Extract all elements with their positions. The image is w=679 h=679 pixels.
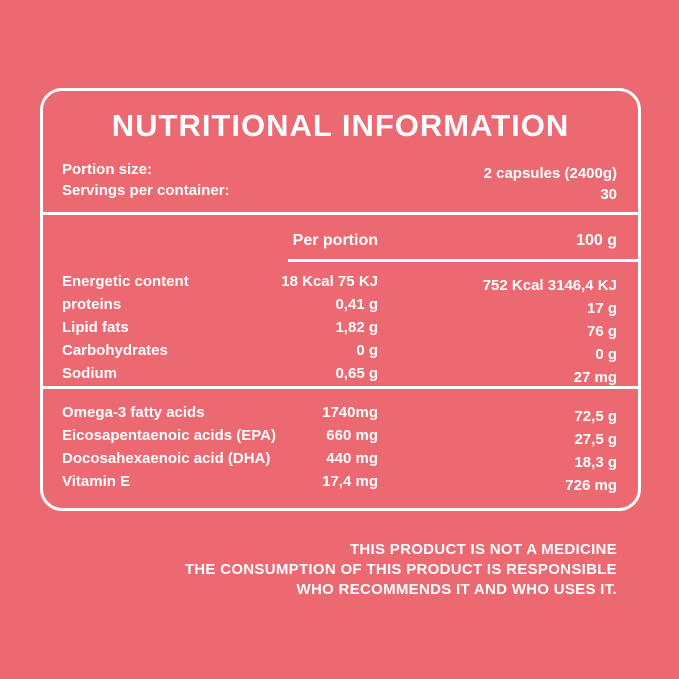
row-per-portion-value: 17,4 mg [322, 473, 378, 490]
nutrition-panel: NUTRITIONAL INFORMATION Portion size: Se… [40, 88, 641, 511]
row-per-100g-value: 27,5 g [574, 431, 617, 448]
row-label: proteins [62, 296, 122, 313]
table-row: Docosahexaenoic acid (DHA) 440 mg 18,3 g [43, 447, 638, 471]
row-per-100g-value: 726 mg [565, 477, 617, 494]
table-header-row: Per portion 100 g [43, 231, 638, 251]
row-per-portion-value: 18 Kcal 75 KJ [281, 273, 378, 290]
row-per-portion-value: 440 mg [326, 450, 378, 467]
row-per-portion-value: 0,41 g [335, 296, 378, 313]
row-per-portion-value: 0,65 g [335, 365, 378, 382]
portion-block: Portion size: Servings per container: 2 … [43, 159, 638, 203]
row-label: Vitamin E [62, 473, 131, 490]
row-label: Sodium [62, 365, 117, 382]
portion-size-value: 2 capsules (2400g) [483, 165, 617, 182]
row-per-100g-value: 17 g [586, 300, 617, 317]
disclaimer-line: WHO RECOMMENDS IT AND WHO USES IT. [296, 581, 617, 598]
portion-labels: Portion size: Servings per container: [62, 159, 230, 201]
row-per-portion-value: 660 mg [326, 427, 378, 444]
row-per-100g-value: 0 g [595, 346, 617, 363]
table-row: Carbohydrates 0 g 0 g [43, 339, 638, 363]
row-label: Energetic content [62, 273, 189, 290]
row-label: Carbohydrates [62, 342, 168, 359]
servings-per-container-value: 30 [600, 186, 617, 203]
header-underline [288, 259, 638, 262]
panel-title: NUTRITIONAL INFORMATION [111, 108, 570, 143]
per-portion-header: Per portion [292, 232, 378, 249]
row-per-100g-value: 76 g [586, 323, 617, 340]
servings-per-container-label: Servings per container: [62, 182, 230, 199]
row-per-portion-value: 0 g [356, 342, 378, 359]
disclaimer-line: THE CONSUMPTION OF THIS PRODUCT IS RESPO… [184, 561, 617, 578]
portion-values: 2 capsules (2400g) 30 [483, 159, 617, 203]
nutrition-table-main: Per portion 100 g Energetic content 18 K… [43, 215, 638, 386]
table-row: Eicosapentaenoic acids (EPA) 660 mg 27,5… [43, 424, 638, 448]
row-label: Omega-3 fatty acids [62, 404, 205, 421]
disclaimer-text: THIS PRODUCT IS NOT A MEDICINE THE CONSU… [185, 540, 617, 600]
table-row: Lipid fats 1,82 g 76 g [43, 316, 638, 340]
row-label: Lipid fats [62, 319, 129, 336]
row-per-100g-value: 18,3 g [574, 454, 617, 471]
row-per-100g-value: 752 Kcal 3146,4 KJ [482, 277, 617, 294]
nutrition-table-omega: Omega-3 fatty acids 1740mg 72,5 g Eicosa… [43, 389, 638, 494]
portion-size-label: Portion size: [62, 161, 153, 178]
section-divider-bottom [43, 386, 638, 389]
table-rows-main: Energetic content 18 Kcal 75 KJ 752 Kcal… [43, 270, 638, 386]
table-row: Omega-3 fatty acids 1740mg 72,5 g [43, 401, 638, 425]
section-divider-top [43, 212, 638, 215]
row-label: Docosahexaenoic acid (DHA) [62, 450, 271, 467]
row-per-portion-value: 1,82 g [335, 319, 378, 336]
row-per-100g-value: 27 mg [573, 369, 617, 386]
table-row: proteins 0,41 g 17 g [43, 293, 638, 317]
row-per-100g-value: 72,5 g [574, 408, 617, 425]
disclaimer-line: THIS PRODUCT IS NOT A MEDICINE [349, 541, 617, 558]
table-row: Energetic content 18 Kcal 75 KJ 752 Kcal… [43, 270, 638, 294]
per-100g-header: 100 g [576, 232, 617, 249]
table-row: Sodium 0,65 g 27 mg [43, 362, 638, 386]
row-label: Eicosapentaenoic acids (EPA) [62, 427, 276, 444]
table-row: Vitamin E 17,4 mg 726 mg [43, 470, 638, 494]
row-per-portion-value: 1740mg [322, 404, 378, 421]
